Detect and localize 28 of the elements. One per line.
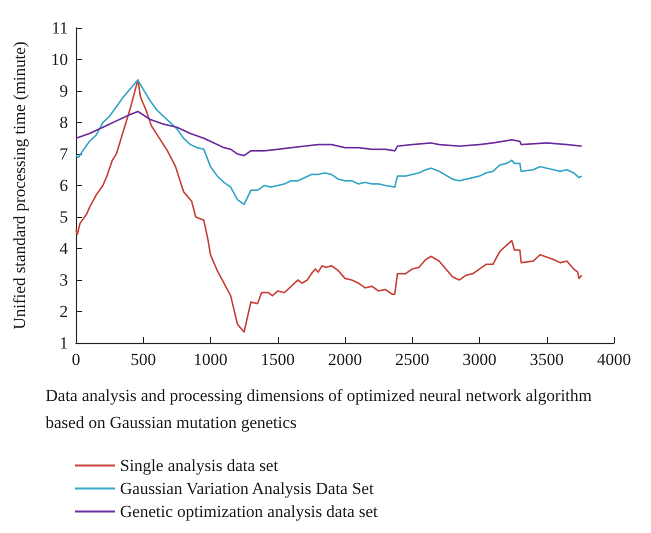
line-series xyxy=(75,79,583,333)
y-tick-label: 3 xyxy=(60,270,68,290)
x-tick-label: 0 xyxy=(72,350,80,369)
y-tick-label: 9 xyxy=(60,82,68,100)
y-tick-label: 11 xyxy=(52,18,68,38)
x-tick-label: 3500 xyxy=(530,350,564,369)
y-tick-label: 5 xyxy=(60,208,68,226)
line-series xyxy=(75,79,583,206)
legend-label: Gaussian Variation Analysis Data Set xyxy=(120,479,374,498)
x-tick-label: 1500 xyxy=(260,350,295,369)
x-axis-title: Data analysis and processing dimensions of optimized neural network algorithm based on Gaussian mutation genetics xyxy=(46,386,596,432)
y-tick-label: 10 xyxy=(51,50,68,69)
x-tick-label: 1000 xyxy=(194,350,228,369)
x-tick-label: 500 xyxy=(130,350,156,369)
y-axis-title: Unified standard processing time (minute) xyxy=(10,42,29,330)
x-tick-label: 4000 xyxy=(597,350,631,369)
y-tick-label: 1 xyxy=(60,334,68,352)
x-tick-label: 3000 xyxy=(462,350,496,369)
y-tick-label: 6 xyxy=(60,176,68,195)
x-tick-label: 2000 xyxy=(328,350,362,369)
y-tick-label: 4 xyxy=(60,239,68,258)
legend-label: Genetic optimization analysis data set xyxy=(120,502,378,521)
legend-label: Single analysis data set xyxy=(120,456,278,475)
y-tick-label: 8 xyxy=(60,113,68,132)
x-tick-label: 2500 xyxy=(395,350,430,369)
y-tick-label: 2 xyxy=(60,302,68,321)
y-tick-label: 7 xyxy=(60,144,68,164)
line-series xyxy=(75,110,583,156)
